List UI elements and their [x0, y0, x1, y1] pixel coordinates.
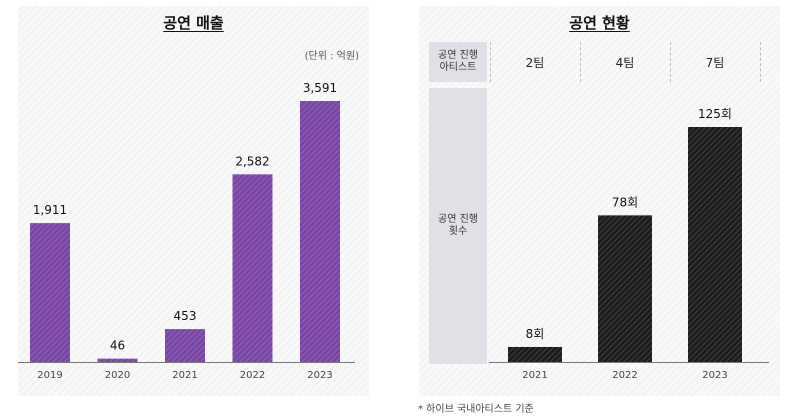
shows-bar-2022	[598, 215, 652, 362]
revenue-bar-2020	[97, 358, 138, 362]
shows-tick-label: 2022	[612, 370, 637, 381]
revenue-tick-label: 2022	[240, 370, 265, 381]
team-count-2022: 4팀	[615, 55, 635, 70]
shows-tick-label: 2021	[522, 370, 547, 381]
revenue-value-label: 1,911	[33, 203, 67, 217]
revenue-bar-2019	[30, 223, 70, 362]
revenue-chart: 1,911 2019 46 2020 453 2021 2,582 2022 3,591 2023	[18, 81, 355, 381]
revenue-bar-2023	[300, 101, 340, 362]
column-divider	[490, 42, 491, 82]
column-divider	[580, 42, 581, 82]
revenue-tick-label: 2023	[307, 370, 332, 381]
revenue-tick-label: 2020	[105, 370, 130, 381]
shows-chart: 8회 2021 78회 2022 125회 2023	[489, 107, 769, 381]
shows-value-label: 78회	[612, 195, 638, 209]
revenue-title: 공연 매출	[163, 14, 224, 32]
performance-panel: 공연 현황 공연 진행 아티스트 공연 진행 횟수 2팀 4팀 7팀 8회 202…	[419, 6, 780, 396]
team-count-2023: 7팀	[705, 55, 725, 70]
row-header-shows: 공연 진행 횟수	[429, 88, 487, 364]
revenue-tick-label: 2019	[37, 370, 62, 381]
revenue-value-label: 453	[174, 309, 197, 323]
revenue-value-label: 2,582	[235, 154, 269, 168]
footnote: * 하이브 국내아티스트 기준	[418, 404, 534, 415]
revenue-value-label: 3,591	[303, 81, 337, 95]
revenue-bar-2021	[165, 329, 205, 362]
row-header-teams: 공연 진행 아티스트	[429, 42, 487, 82]
column-divider	[670, 42, 671, 82]
revenue-value-label: 46	[110, 339, 125, 353]
revenue-bar-2022	[232, 174, 273, 362]
shows-bar-2023	[688, 127, 742, 362]
shows-tick-label: 2023	[702, 370, 727, 381]
shows-value-label: 125회	[698, 107, 732, 121]
revenue-panel: 공연 매출 (단위 : 억원) 1,911 2019 46 2020 453 2021 2,…	[18, 6, 369, 396]
unit-note: (단위 : 억원)	[304, 51, 359, 62]
performance-title: 공연 현황	[569, 14, 630, 32]
shows-bar-2021	[508, 346, 562, 362]
shows-value-label: 8회	[526, 327, 545, 341]
column-divider	[760, 42, 761, 82]
team-count-2021: 2팀	[525, 55, 545, 70]
revenue-tick-label: 2021	[172, 370, 197, 381]
